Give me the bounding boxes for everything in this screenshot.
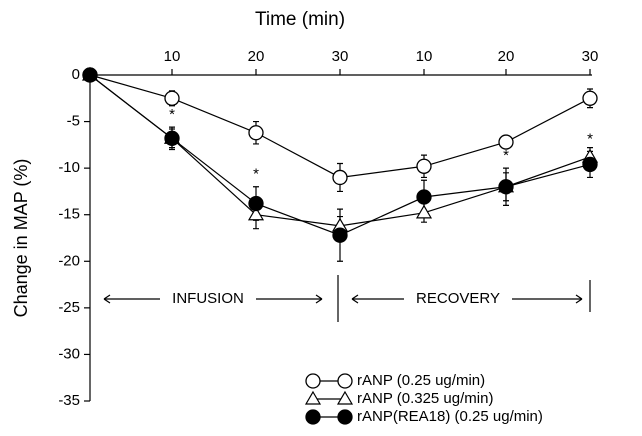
marker (498, 134, 514, 150)
marker (336, 390, 354, 405)
marker (337, 409, 353, 425)
marker (337, 373, 353, 389)
y-tick-label: 0 (72, 66, 80, 83)
marker (582, 156, 598, 173)
x-tick-label: 10 (416, 48, 433, 65)
marker (304, 390, 322, 405)
legend-label: rANP (0.325 ug/min) (357, 390, 493, 407)
legend-label: rANP (0.25 ug/min) (357, 372, 485, 389)
y-tick-label: -20 (58, 252, 80, 269)
marker (415, 204, 433, 219)
series-line (89, 74, 591, 179)
marker (248, 195, 264, 212)
x-tick-label: 10 (164, 48, 181, 65)
significance-marker: * (587, 130, 593, 147)
x-tick-label: 30 (582, 48, 599, 65)
marker (416, 189, 432, 205)
y-axis-label: Change in MAP (%) (11, 159, 31, 318)
y-tick-label: -25 (58, 299, 80, 316)
y-tick-label: -5 (67, 113, 80, 130)
significance-marker: * (169, 106, 175, 123)
significance-marker: * (253, 166, 259, 183)
chart-title: Time (min) (255, 9, 345, 30)
marker (416, 158, 432, 174)
marker (164, 90, 180, 106)
marker (305, 373, 321, 389)
phase-label: INFUSION (172, 290, 244, 307)
marker (332, 169, 348, 186)
y-tick-label: -35 (58, 392, 80, 409)
marker (164, 130, 180, 146)
marker (82, 67, 98, 83)
phase-arrows (103, 294, 583, 304)
legend-label: rANP(REA18) (0.25 ug/min) (357, 408, 543, 425)
x-tick-label: 20 (248, 48, 265, 65)
marker (332, 227, 348, 243)
y-tick-label: -10 (58, 159, 80, 176)
marker (305, 409, 321, 425)
x-tick-label: 30 (332, 48, 349, 65)
x-tick-label: 20 (498, 48, 515, 65)
marker (498, 179, 514, 195)
marker (247, 206, 265, 221)
significance-marker: * (503, 147, 509, 164)
phase-label: RECOVERY (416, 290, 500, 307)
marker (248, 125, 264, 141)
y-tick-label: -30 (58, 345, 80, 362)
marker (582, 90, 598, 106)
y-tick-label: -15 (58, 206, 80, 223)
